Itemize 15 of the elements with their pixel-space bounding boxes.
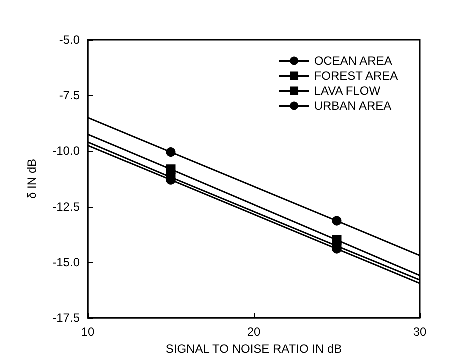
x-tick-label: 30 [413, 325, 427, 339]
y-tick-label: -5.0 [59, 33, 80, 47]
x-tick-label: 20 [247, 325, 261, 339]
y-tick-label: -17.5 [52, 311, 80, 325]
y-tick-label: -10.0 [52, 144, 80, 158]
legend-label: LAVA FLOW [314, 84, 382, 98]
legend-label: URBAN AREA [314, 99, 392, 113]
y-tick-label: -7.5 [59, 88, 80, 103]
legend-label: FOREST AREA [314, 69, 398, 83]
y-axis-title: δ IN dB [25, 158, 39, 200]
y-tick-label: -12.5 [52, 200, 80, 214]
y-tick-label: -15.0 [52, 255, 80, 270]
x-axis-title: SIGNAL TO NOISE RATIO IN dB [166, 342, 342, 356]
x-tick-label: 10 [81, 325, 95, 339]
legend-label: OCEAN AREA [314, 54, 392, 68]
